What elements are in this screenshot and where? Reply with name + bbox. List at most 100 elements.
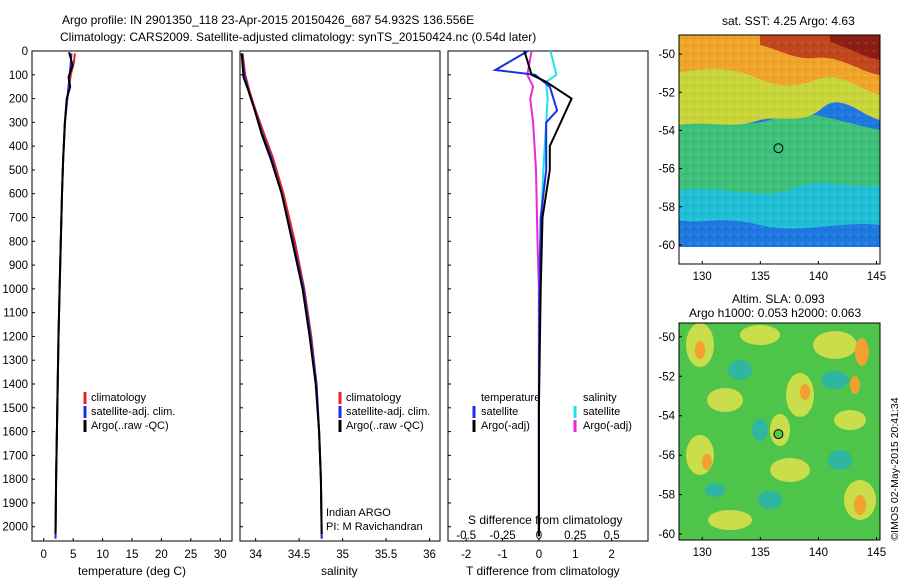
sla-map-cyan-patches — [705, 360, 852, 509]
sla-map: 130 135 140 145 -50 -52 -54 -56 -58 -60 — [658, 322, 886, 559]
map-y-tick-label: -54 — [658, 411, 675, 423]
depth-tick-label: 2000 — [2, 522, 28, 534]
depth-tick-label: 900 — [9, 260, 28, 272]
depth-tick-label: 1200 — [2, 331, 28, 343]
map-x-tick-label: 145 — [867, 271, 886, 283]
temperature-satellite-line — [54, 53, 73, 539]
depth-tick-label: 1300 — [2, 355, 28, 367]
x-tick-label: 25 — [184, 549, 197, 561]
x-tick-label: 34.5 — [288, 549, 310, 561]
map-y-tick-label: -52 — [658, 371, 675, 383]
sla-map-title-line2: Argo h1000: 0.053 h2000: 0.063 — [689, 306, 862, 320]
map-x-tick-label: 135 — [751, 547, 770, 559]
depth-tick-label: 500 — [9, 165, 28, 177]
diff-legend-salinity-satellite: satellite — [583, 406, 621, 418]
s-diff-tick-label: -0.5 — [456, 530, 476, 542]
x-tick-label: 1 — [572, 549, 578, 561]
diff-legend-temperature-argo: Argo(-adj) — [481, 420, 530, 432]
x-tick-label: 20 — [155, 549, 168, 561]
sst-argo-location-marker — [773, 143, 784, 154]
temperature-panel-frame — [31, 50, 233, 542]
depth-tick-label: 800 — [9, 236, 28, 248]
salinity-panel-frame — [239, 50, 441, 542]
data-source-annotation-line2: PI: M Ravichandran — [326, 521, 423, 533]
x-tick-label: 10 — [96, 549, 109, 561]
depth-tick-label: 300 — [9, 117, 28, 129]
difference-panel-frame — [447, 50, 649, 542]
salinity-satellite-line — [240, 53, 323, 539]
salinity-legend-climatology: climatology — [346, 392, 402, 404]
s-diff-tick-label: 0.5 — [604, 530, 620, 542]
t-difference-axis-label: T difference from climatology — [466, 564, 620, 578]
diff-legend-temperature-title: temperature — [481, 392, 541, 404]
salinity-legend-satellite: satellite-adj. clim. — [346, 406, 431, 418]
depth-tick-label: 1900 — [2, 498, 28, 510]
data-source-annotation-line1: Indian ARGO — [326, 507, 391, 519]
s-difference-top-label: S difference from climatology — [468, 513, 623, 527]
temperature-legend-satellite: satellite-adj. clim. — [91, 406, 176, 418]
depth-tick-label: 200 — [9, 94, 28, 106]
x-tick-label: 5 — [70, 549, 76, 561]
t-diff-argo-line — [523, 50, 573, 537]
map-x-tick-label: 140 — [809, 271, 828, 283]
t-diff-satellite-line — [492, 50, 559, 537]
depth-tick-label: 1600 — [2, 427, 28, 439]
map-y-tick-label: -52 — [658, 87, 675, 99]
x-tick-label: 34 — [249, 549, 262, 561]
figure-title-line1: Argo profile: IN 2901350_118 23-Apr-2015… — [62, 13, 475, 27]
depth-tick-label: 1800 — [2, 474, 28, 486]
x-tick-label: 0 — [536, 549, 542, 561]
map-y-tick-label: -54 — [658, 125, 675, 137]
map-y-tick-label: -56 — [658, 450, 675, 462]
x-tick-label: -1 — [497, 549, 507, 561]
map-y-tick-label: -56 — [658, 164, 675, 176]
map-x-tick-label: 140 — [809, 547, 828, 559]
map-x-tick-label: 135 — [751, 271, 770, 283]
salinity-argo-line — [240, 53, 323, 534]
temperature-argo-line — [54, 51, 74, 534]
map-y-tick-label: -58 — [658, 202, 675, 214]
x-tick-label: 35 — [336, 549, 349, 561]
x-tick-label: 0 — [41, 549, 47, 561]
s-diff-argo-line — [526, 50, 540, 537]
diff-legend-salinity-title: salinity — [583, 392, 617, 404]
depth-tick-label: 100 — [9, 70, 28, 82]
map-y-tick-label: -50 — [658, 49, 675, 61]
figure-title-line2: Climatology: CARS2009. Satellite-adjuste… — [60, 30, 537, 44]
x-tick-label: -2 — [461, 549, 471, 561]
map-y-tick-label: -60 — [658, 240, 675, 252]
depth-tick-label: 600 — [9, 189, 28, 201]
x-tick-label: 36 — [423, 549, 436, 561]
temperature-legend-climatology: climatology — [91, 392, 147, 404]
depth-tick-label: 0 — [22, 46, 28, 58]
x-tick-label: 35.5 — [375, 549, 397, 561]
map-y-tick-label: -60 — [658, 529, 675, 541]
temperature-legend-argo: Argo(..raw -QC) — [91, 420, 169, 432]
map-x-tick-label: 130 — [693, 547, 712, 559]
sla-map-frame — [678, 322, 881, 541]
depth-tick-label: 1700 — [2, 450, 28, 462]
depth-tick-label: 700 — [9, 213, 28, 225]
s-diff-tick-label: -0.25 — [489, 530, 515, 542]
diff-legend-temperature-satellite: satellite — [481, 406, 519, 418]
temperature-axis-label: temperature (deg C) — [78, 564, 187, 578]
x-tick-label: 30 — [214, 549, 227, 561]
s-diff-tick-label: 0.25 — [564, 530, 586, 542]
imos-credit: ©IMOS 02-May-2015 20:41:34 — [889, 397, 900, 541]
depth-tick-label: 1100 — [3, 308, 28, 320]
sla-map-orange-patches — [695, 338, 869, 515]
salinity-legend-argo: Argo(..raw -QC) — [346, 420, 424, 432]
salinity-axis-label: salinity — [321, 564, 358, 578]
depth-tick-label: 1000 — [2, 284, 28, 296]
depth-tick-label: 1400 — [2, 379, 28, 391]
sst-map-title: sat. SST: 4.25 Argo: 4.63 — [722, 14, 855, 28]
diff-legend-salinity-argo: Argo(-adj) — [583, 420, 632, 432]
map-x-tick-label: 130 — [693, 271, 712, 283]
sla-argo-location-marker — [773, 429, 784, 440]
map-y-tick-label: -58 — [658, 490, 675, 502]
sst-map-frame — [678, 34, 881, 265]
sst-map: 130 135 140 145 -50 -52 -54 -56 -58 -60 — [658, 34, 886, 283]
x-tick-label: 15 — [126, 549, 139, 561]
map-x-tick-label: 145 — [867, 547, 886, 559]
